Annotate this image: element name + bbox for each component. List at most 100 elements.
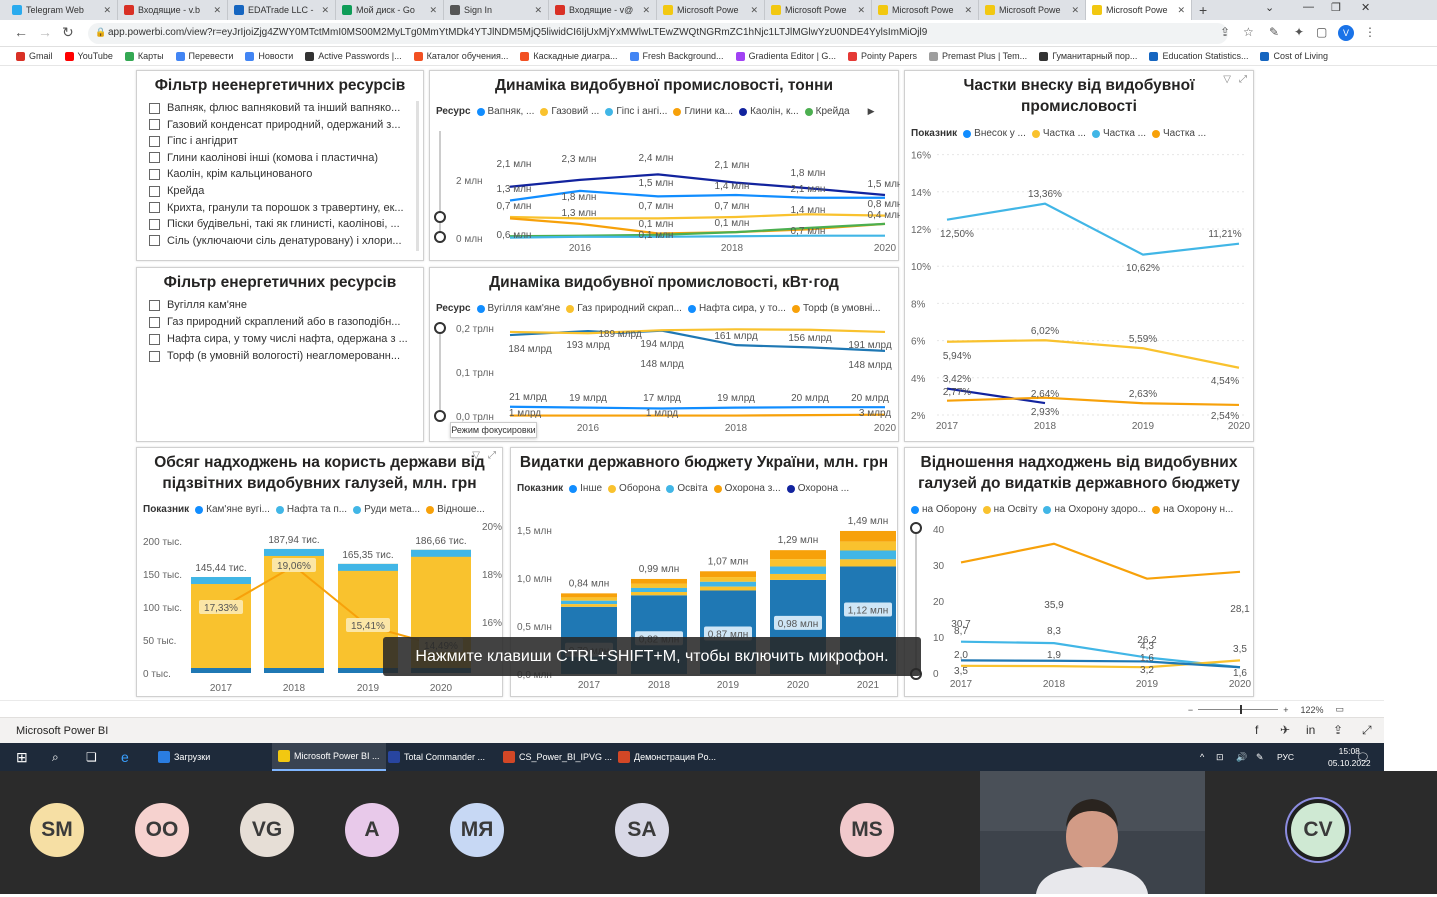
bookmark-item[interactable]: Новости [245,51,293,61]
bookmark-item[interactable]: Cost of Living [1260,51,1328,61]
zoom-out-icon[interactable]: − [1187,704,1194,715]
task-view-icon[interactable]: ❏ [86,750,97,764]
participant-avatar[interactable]: A [345,803,399,857]
slicer-option[interactable]: Гіпс і ангідрит [149,135,238,147]
slicer-checkbox[interactable] [149,152,160,164]
menu-kebab-icon[interactable]: ⋮ [1364,25,1376,39]
tab-close-icon[interactable]: ✕ [964,4,972,15]
network-icon[interactable]: ⊡ [1216,751,1224,762]
chart-revenue-expense-ratio[interactable]: Відношення надходжень від видобувних гал… [904,447,1254,697]
extensions-icon[interactable]: ✦ [1294,25,1305,39]
bookmark-item[interactable]: Gmail [16,51,53,61]
legend-item[interactable]: Освіта [666,483,708,494]
slicer-option[interactable]: Сіль (уключаючи сіль денатуровану) і хло… [149,235,402,247]
slicer-checkbox[interactable] [149,168,160,180]
tab-close-icon[interactable]: ✕ [534,4,542,15]
legend-item[interactable]: Каолін, к... [739,106,799,117]
back-arrow-icon[interactable]: ← [14,24,28,40]
tab-close-icon[interactable]: ✕ [857,4,865,15]
legend-item[interactable]: Крейда [804,106,850,117]
slicer-checkbox[interactable] [149,218,160,230]
bookmark-item[interactable]: YouTube [64,51,113,61]
legend-item[interactable]: Нафта та п... [275,504,347,515]
url-field[interactable]: 🔒 app.powerbi.com/view?r=eyJrIjoiZjg4ZWY… [88,23,1228,44]
bookmark-item[interactable]: Gradienta Editor | G... [735,51,836,61]
slicer-checkbox[interactable] [149,299,160,311]
browser-tab[interactable]: Telegram Web ✕ [6,0,118,20]
system-clock[interactable]: 15:08 05.10.2022 [1328,745,1371,769]
focus-mode-icon[interactable]: ⤢ [488,450,496,461]
input-language[interactable]: РУС [1277,752,1295,762]
slicer-checkbox[interactable] [149,119,160,131]
pen-icon[interactable]: ✎ [1256,751,1264,762]
chart-state-revenues[interactable]: Обсяг надходжень на користь держави від … [136,447,503,697]
slicer-option[interactable]: Нафта сира, у тому числі нафта, одержана… [149,333,408,345]
bookmark-item[interactable]: Fresh Background... [629,51,724,61]
profile-avatar[interactable]: V [1338,25,1354,41]
legend-item[interactable]: Охорона з... [713,483,781,494]
share-icon[interactable]: ⇪ [1333,723,1344,737]
tab-close-icon[interactable]: ✕ [429,4,437,15]
slicer-option[interactable]: Вугілля кам'яне [149,299,247,311]
focus-mode-icon[interactable]: ⤢ [1239,74,1247,85]
slicer-checkbox[interactable] [149,333,160,345]
legend-item[interactable]: Вугілля кам'яне [476,303,560,314]
bookmark-item[interactable]: Каскадные диагра... [520,51,618,61]
legend-item[interactable]: Глини ка... [673,106,733,117]
bookmark-item[interactable]: Pointy Papers [847,51,917,61]
tab-close-icon[interactable]: ✕ [213,4,221,15]
reload-icon[interactable]: ↻ [62,24,74,40]
tab-close-icon[interactable]: ✕ [1177,4,1185,15]
browser-tab[interactable]: Microsoft Powe ✕ [872,0,979,20]
close-window-icon[interactable]: ✕ [1361,2,1371,14]
restore-icon[interactable]: ❐ [1331,2,1341,14]
slicer-option[interactable]: Піски будівельні, такі як глинисті, каол… [149,218,400,230]
chart-extraction-kwh[interactable]: Динаміка видобувної промисловості, кВт·г… [429,267,899,442]
legend-item[interactable]: Охорона ... [786,483,849,494]
legend-item[interactable]: Частка ... [1031,128,1086,139]
new-tab-button[interactable]: + [1199,2,1208,18]
bookmark-star-icon[interactable]: ☆ [1243,25,1254,39]
tab-close-icon[interactable]: ✕ [321,4,329,15]
search-icon[interactable]: ⌕ [52,749,59,764]
participant-avatar[interactable]: OO [135,803,189,857]
zoom-in-icon[interactable]: + [1283,704,1289,715]
legend-item[interactable]: Оборона [608,483,660,494]
slicer-scrollbar[interactable] [416,101,419,251]
slicer-option[interactable]: Вапняк, флюс вапняковий та інший вапняко… [149,102,400,114]
chart-contribution-shares[interactable]: Частки внеску від видобувної промисловос… [904,70,1254,442]
legend-item[interactable]: Торф (в умовні... [791,303,881,314]
slicer-option[interactable]: Торф (в умовній вологості) неагломерован… [149,350,400,362]
tab-close-icon[interactable]: ✕ [1071,4,1079,15]
bookmark-item[interactable]: Карты [124,51,164,61]
legend-item[interactable]: Кам'яне вугі... [195,504,270,515]
slicer-checkbox[interactable] [149,350,160,362]
bookmark-item[interactable]: Гуманитарный пор... [1039,51,1137,61]
legend-item[interactable]: Вапняк, ... [476,106,534,117]
facebook-share-icon[interactable]: f [1255,723,1259,737]
bookmark-item[interactable]: Active Passwords |... [305,51,402,61]
slicer-option[interactable]: Газ природний скраплений або в газоподіб… [149,316,400,328]
taskbar-app[interactable]: Демонстрация Po... [618,743,716,771]
browser-tab[interactable]: Sign In ✕ [444,0,549,20]
slicer-option[interactable]: Крихта, гранули та порошок з травертину,… [149,202,404,214]
windows-start-icon[interactable]: ⊞ [16,748,28,765]
zoom-slider[interactable] [1198,705,1279,714]
legend-item[interactable]: на Охорону здоро... [1043,504,1146,515]
legend-item[interactable]: Газ природний скрап... [566,303,682,314]
legend-item[interactable]: Внесок у ... [963,128,1026,139]
legend-item[interactable]: Руди мета... [353,504,420,515]
browser-tab[interactable]: Microsoft Powe ✕ [765,0,872,20]
edge-browser-icon[interactable]: e [121,749,129,765]
taskbar-app[interactable]: Total Commander ... [388,743,485,771]
share-icon[interactable]: ⇪ [1220,25,1231,39]
slicer-option[interactable]: Каолін, крім кальцинованого [149,168,312,180]
browser-tab[interactable]: Входящие - v@ ✕ [549,0,657,20]
participant-avatar[interactable]: SM [30,803,84,857]
tab-search-chevron-icon[interactable]: ⌄ [1265,2,1275,14]
forward-arrow-icon[interactable]: → [38,24,52,40]
slicer-checkbox[interactable] [149,102,160,114]
participant-avatar[interactable]: SA [615,803,669,857]
legend-item[interactable]: на Освіту [982,504,1037,515]
legend-item[interactable]: Відноше... [426,504,485,515]
